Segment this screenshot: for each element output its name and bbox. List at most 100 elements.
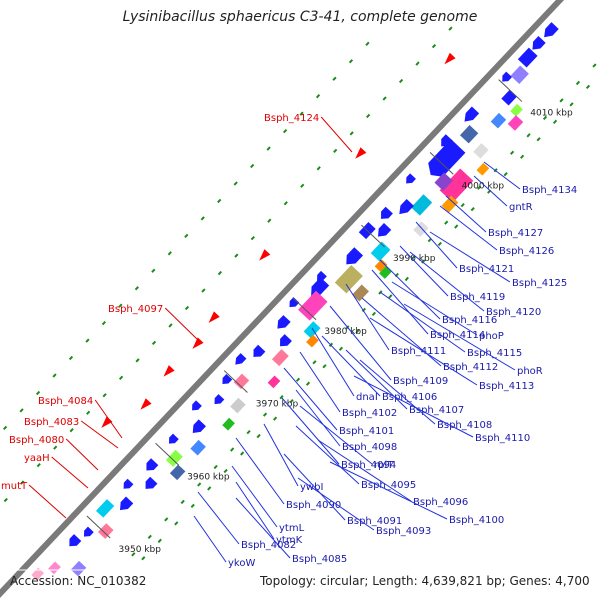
guide-dot (444, 220, 449, 225)
feature-block (441, 195, 459, 213)
right-gene-label: Bsph_4109 (393, 376, 448, 387)
cds-arrow (119, 496, 134, 511)
cds-arrow (168, 433, 179, 444)
feature-block-shape (439, 168, 474, 203)
guide-dot (316, 166, 321, 171)
feature-block (31, 567, 45, 581)
scale-tick-label: 3980 kbp (324, 327, 367, 337)
right-gene-label: phoR (517, 366, 543, 377)
cds-arrow (428, 139, 466, 177)
cds-arrow-shape (235, 353, 247, 365)
right-label-leader (379, 291, 466, 353)
guide-dot (526, 133, 531, 138)
guide-dot (168, 323, 173, 328)
map-title: Lysinibacillus sphaericus C3-41, complet… (122, 9, 478, 25)
right-gene-label: Bsph_4085 (292, 554, 347, 565)
cds-arrow-shape (464, 106, 480, 122)
feature-block-shape (230, 397, 246, 414)
guide-dot (460, 203, 465, 208)
feature-block (510, 103, 523, 117)
scale-tick-mark (223, 370, 248, 393)
cds-arrow (280, 334, 292, 347)
left-label-leader (320, 116, 353, 153)
left-gene-label: Bsph_4124 (264, 113, 319, 124)
cds-arrow-shape (83, 526, 94, 537)
cds-arrow (145, 476, 158, 489)
right-label-leader (263, 423, 299, 487)
feature-block (413, 221, 429, 237)
guide-dot (217, 198, 222, 204)
guide-dot (569, 102, 574, 107)
cds-arrow-shape (168, 433, 179, 444)
cds-arrow-shape (399, 199, 414, 215)
guide-dot (167, 251, 172, 256)
right-label-leader (445, 195, 487, 233)
right-gene-label: Bsph_4082 (241, 540, 296, 551)
cds-arrow-shape (222, 374, 233, 385)
cds-arrow (83, 526, 94, 537)
guide-dot (415, 61, 420, 66)
guide-dot (200, 216, 205, 221)
marker-arrow (355, 147, 367, 159)
cds-arrow-shape (289, 297, 300, 308)
cds-arrow (502, 71, 513, 82)
right-label-leader (399, 245, 449, 297)
right-label-leader (429, 231, 511, 283)
guide-dot (592, 63, 597, 68)
guide-dot (365, 41, 370, 46)
backbone-line (0, 0, 565, 598)
left-label-leader (94, 399, 123, 439)
right-gene-label: Bsph_4116 (442, 315, 497, 326)
guide-dot (184, 233, 189, 238)
guide-dot (19, 408, 24, 413)
guide-dot (213, 464, 218, 470)
left-label-leader (51, 456, 89, 489)
guide-dot (86, 410, 91, 415)
right-gene-label: Bsph_4115 (467, 348, 522, 359)
cds-arrow-shape (214, 394, 225, 405)
cds-arrow-shape (192, 419, 206, 434)
feature-block-shape (507, 115, 524, 131)
right-label-leader (299, 351, 341, 413)
guide-dot (134, 286, 139, 291)
feature-block (490, 112, 507, 129)
guide-dot (52, 373, 57, 378)
cds-arrow-shape (406, 173, 416, 184)
guide-dot (542, 115, 548, 121)
right-label-leader (415, 221, 458, 269)
scale-tick-mark (361, 224, 386, 248)
feature-block-shape (169, 464, 186, 481)
right-label-leader (299, 405, 373, 465)
guide-dot (118, 375, 124, 380)
cds-arrow-shape (277, 315, 291, 329)
guide-dot (295, 377, 301, 382)
right-gene-label: Bsph_4127 (488, 228, 543, 239)
feature-block-shape (370, 241, 391, 262)
left-gene-label: mutT (1, 481, 28, 492)
marker-arrow (163, 365, 175, 377)
guide-dot (520, 154, 525, 159)
right-label-leader (329, 461, 448, 520)
guide-dot (315, 94, 321, 99)
right-gene-label: ytmL (279, 523, 305, 534)
right-gene-label: Bsph_4113 (479, 381, 534, 392)
cds-arrow (532, 35, 546, 50)
right-label-leader (439, 205, 498, 251)
guide-dot (102, 393, 107, 398)
right-label-leader (297, 477, 375, 531)
scale-tick-label: 3970 kbp (256, 400, 299, 410)
guide-dot (421, 259, 426, 264)
feature-block (95, 499, 115, 518)
feature-block (459, 125, 479, 144)
cds-arrow (222, 374, 233, 385)
guide-dot (477, 185, 482, 190)
right-label-leader (295, 389, 341, 447)
feature-block (517, 47, 538, 68)
feature-block-shape (334, 264, 363, 294)
guide-dot (85, 338, 90, 343)
cds-arrow-shape (192, 400, 202, 411)
feature-block (190, 439, 206, 456)
cds-arrow-shape (69, 534, 82, 547)
scale-tick-mark (86, 515, 111, 539)
